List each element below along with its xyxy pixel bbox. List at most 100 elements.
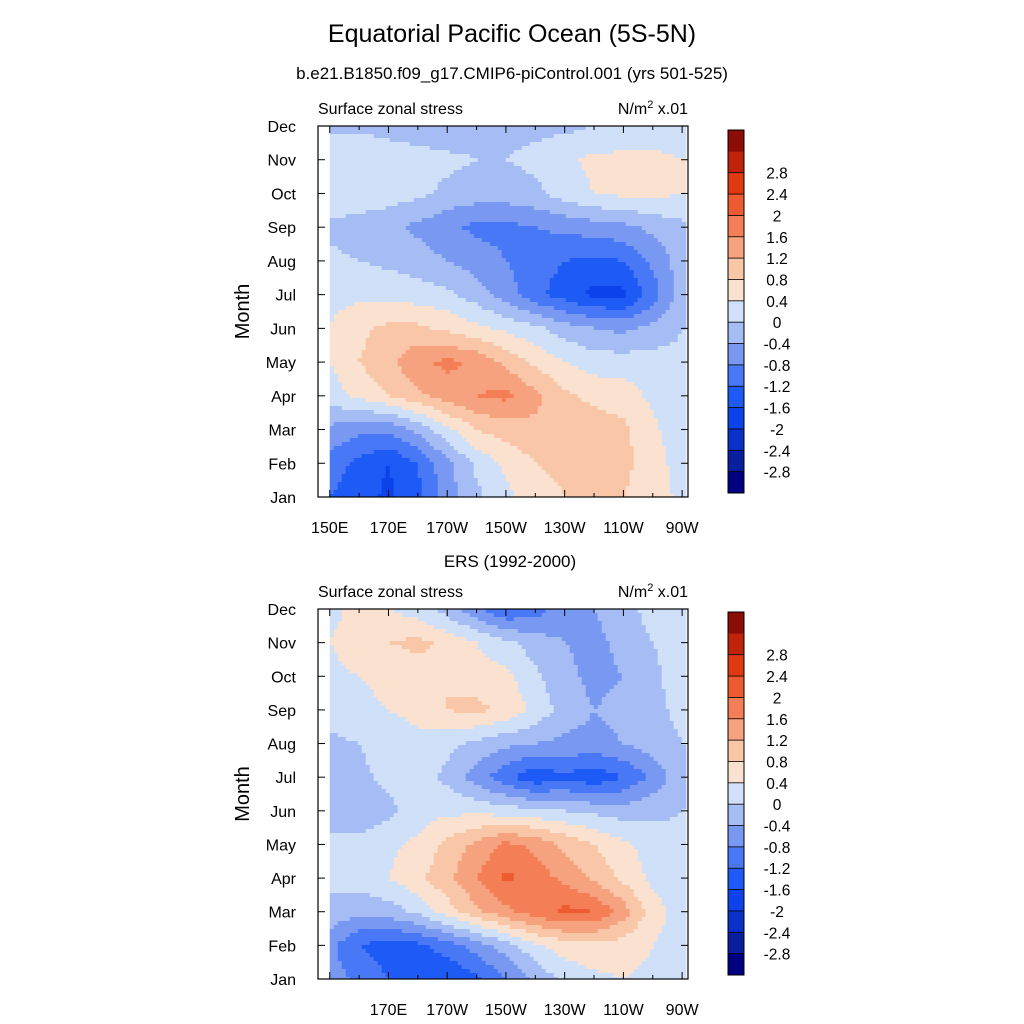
contour-cell: [509, 258, 515, 263]
contour-cell: [585, 246, 591, 251]
contour-cell: [485, 186, 491, 191]
contour-cell: [493, 286, 499, 291]
contour-cell: [409, 154, 415, 159]
contour-cell: [609, 254, 615, 259]
contour-cell: [457, 238, 463, 243]
contour-cell: [453, 146, 459, 151]
contour-cell: [609, 322, 615, 327]
contour-cell: [485, 182, 491, 187]
contour-cell: [537, 334, 543, 339]
contour-cell: [585, 234, 591, 239]
contour-cell: [405, 218, 411, 223]
contour-cell: [485, 298, 491, 303]
contour-cell: [577, 130, 583, 135]
contour-cell: [397, 282, 403, 287]
contour-cell: [345, 302, 351, 307]
contour-cell: [501, 226, 507, 231]
contour-cell: [437, 158, 443, 163]
contour-cell: [609, 314, 615, 319]
contour-cell: [365, 274, 371, 279]
contour-cell: [641, 294, 647, 299]
contour-cell: [533, 150, 539, 155]
contour-cell: [425, 322, 431, 327]
contour-cell: [493, 154, 499, 159]
contour-cell: [673, 226, 679, 231]
contour-cell: [433, 166, 439, 171]
contour-cell: [333, 230, 339, 235]
contour-cell: [369, 334, 375, 339]
contour-cell: [613, 318, 619, 323]
contour-cell: [485, 206, 491, 211]
contour-cell: [373, 318, 379, 323]
contour-cell: [673, 142, 679, 147]
contour-cell: [665, 310, 671, 315]
contour-cell: [357, 334, 363, 339]
contour-cell: [449, 334, 455, 339]
contour-cell: [381, 302, 387, 307]
contour-cell: [441, 234, 447, 239]
contour-cell: [441, 294, 447, 299]
contour-cell: [329, 282, 335, 287]
contour-cell: [585, 262, 591, 267]
contour-cell: [377, 226, 383, 231]
contour-cell: [345, 242, 351, 247]
contour-cell: [485, 286, 491, 291]
contour-cell: [489, 278, 495, 283]
contour-cell: [673, 322, 679, 327]
contour-cell: [493, 230, 499, 235]
contour-cell: [381, 194, 387, 199]
contour-cell: [489, 302, 495, 307]
contour-cell: [533, 294, 539, 299]
contour-cell: [561, 286, 567, 291]
contour-cell: [365, 254, 371, 259]
contour-cell: [353, 186, 359, 191]
contour-cell: [393, 270, 399, 275]
contour-cell: [629, 334, 635, 339]
contour-cell: [653, 206, 659, 211]
contour-cell: [465, 262, 471, 267]
contour-cell: [541, 314, 547, 319]
contour-cell: [605, 138, 611, 143]
contour-cell: [625, 330, 631, 335]
contour-cell: [373, 302, 379, 307]
contour-cell: [613, 186, 619, 191]
contour-cell: [449, 310, 455, 315]
contour-cell: [585, 314, 591, 319]
contour-cell: [345, 318, 351, 323]
contour-cell: [481, 286, 487, 291]
contour-cell: [501, 270, 507, 275]
contour-cell: [337, 302, 343, 307]
contour-cell: [433, 174, 439, 179]
contour-cell: [469, 186, 475, 191]
contour-cell: [521, 174, 527, 179]
contour-cell: [473, 294, 479, 299]
contour-cell: [641, 174, 647, 179]
contour-cell: [413, 334, 419, 339]
contour-cell: [661, 178, 667, 183]
contour-cell: [409, 142, 415, 147]
contour-cell: [569, 154, 575, 159]
contour-cell: [637, 198, 643, 203]
contour-cell: [349, 194, 355, 199]
contour-cell: [649, 186, 655, 191]
contour-cell: [421, 226, 427, 231]
contour-cell: [649, 310, 655, 315]
contour-cell: [393, 150, 399, 155]
contour-cell: [349, 326, 355, 331]
contour-cell: [597, 178, 603, 183]
contour-cell: [353, 174, 359, 179]
contour-cell: [645, 242, 651, 247]
contour-cell: [341, 150, 347, 155]
contour-cell: [673, 282, 679, 287]
contour-cell: [345, 326, 351, 331]
contour-cell: [501, 294, 507, 299]
contour-cell: [365, 150, 371, 155]
contour-cell: [529, 210, 535, 215]
contour-cell: [665, 338, 671, 343]
contour-cell: [433, 326, 439, 331]
contour-cell: [433, 202, 439, 207]
contour-cell: [553, 190, 559, 195]
contour-cell: [329, 290, 335, 295]
contour-cell: [553, 158, 559, 163]
contour-cell: [361, 226, 367, 231]
